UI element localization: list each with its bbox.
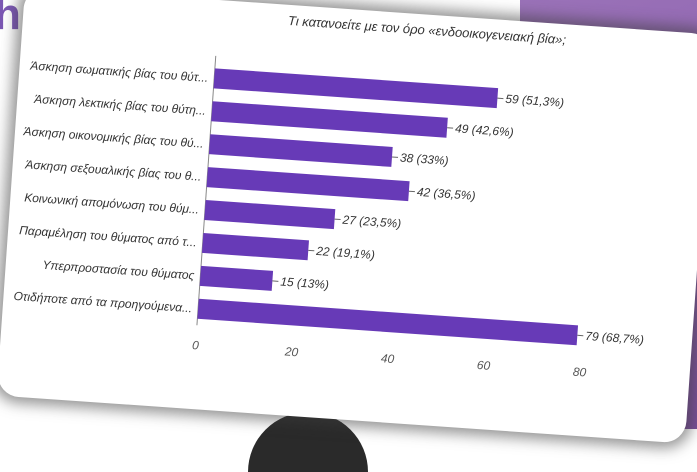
category-labels: Άσκηση σωματικής βίας του θύτ... Άσκηση λ…	[11, 58, 209, 315]
bar	[209, 134, 393, 167]
slide-title-fragment: h	[0, 0, 21, 40]
slide-decoration-circle	[248, 412, 368, 472]
category-label: Άσκηση λεκτικής βίας του θύτη...	[33, 92, 207, 118]
bar	[197, 299, 578, 345]
bar	[204, 200, 335, 229]
category-label: Παραμέληση του θύματος από τ...	[19, 223, 197, 249]
x-tick-label: 60	[476, 358, 491, 373]
x-tick-label: 20	[283, 344, 299, 359]
bar-chart: Τι κατανοείτε με τον όρο «ενδοοικογενεια…	[0, 0, 697, 444]
bar	[213, 68, 498, 108]
value-label: 38 (33%)	[400, 151, 450, 168]
category-label: Οτιδήποτε από τα προηγούμενα...	[13, 289, 192, 315]
category-label: Άσκηση οικονομικής βίας του θύ...	[22, 124, 204, 151]
bar	[211, 101, 448, 137]
value-label: 15 (13%)	[280, 274, 330, 291]
value-label: 79 (68,7%)	[585, 329, 645, 347]
category-label: Άσκηση σεξουαλικής βίας του θ...	[24, 157, 202, 183]
category-label: Άσκηση σωματικής βίας του θύτ...	[29, 58, 209, 84]
bar	[202, 233, 309, 260]
value-label: 22 (19,1%)	[315, 244, 376, 262]
x-tick-labels: 0 20 40 60 80	[192, 338, 587, 380]
bar	[207, 167, 410, 201]
bars-group	[197, 68, 594, 345]
x-tick-label: 0	[192, 338, 200, 352]
category-label: Υπερπροστασία του θύματος	[42, 258, 195, 283]
value-label: 59 (51,3%)	[505, 92, 565, 110]
x-tick-label: 40	[380, 351, 395, 366]
bar	[200, 266, 273, 291]
category-label: Κοινωνική απομόνωση του θύμ...	[24, 190, 200, 216]
value-label: 27 (23,5%)	[341, 213, 402, 231]
x-tick-label: 80	[572, 365, 587, 380]
value-label: 49 (42,6%)	[455, 121, 515, 139]
chart-card: Τι κατανοείτε με τον όρο «ενδοοικογενεια…	[0, 0, 697, 444]
value-label: 42 (36,5%)	[416, 185, 476, 203]
